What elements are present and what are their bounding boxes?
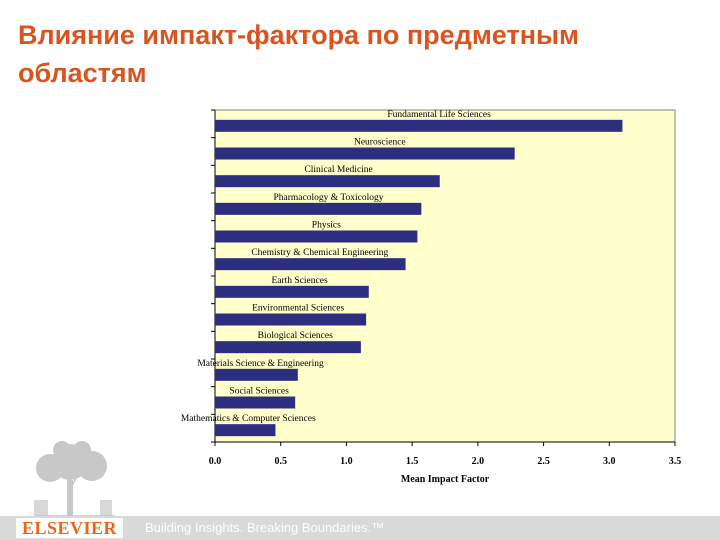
category-label: Materials Science & Engineering xyxy=(197,359,324,369)
category-label: Clinical Medicine xyxy=(304,165,372,175)
x-tick-label: 3.5 xyxy=(669,456,682,467)
footer-tagline: Building Insights. Breaking Boundaries.™ xyxy=(145,520,385,535)
bar xyxy=(215,119,623,132)
category-label: Environmental Sciences xyxy=(252,304,344,314)
bar xyxy=(215,396,296,409)
category-label: Neuroscience xyxy=(354,138,406,148)
bar xyxy=(215,230,418,243)
slide-title: Влияние импакт-фактора по предметным обл… xyxy=(18,20,580,88)
bar xyxy=(215,147,515,160)
bar xyxy=(215,368,298,381)
impact-factor-bar-chart: Fundamental Life Sciences Neuroscience Cli… xyxy=(181,109,682,485)
elsevier-tree-logo-icon xyxy=(34,441,114,518)
category-label: Biological Sciences xyxy=(258,331,333,341)
x-tick-label: 3.0 xyxy=(603,456,616,467)
category-label: Chemistry & Chemical Engineering xyxy=(251,248,388,258)
plot-area xyxy=(214,109,676,443)
bar xyxy=(215,424,276,437)
x-tick-label: 2.5 xyxy=(537,456,550,467)
bar xyxy=(215,341,361,354)
x-axis-label: Mean Impact Factor xyxy=(401,474,490,485)
elsevier-logo-text: ELSEVIER xyxy=(16,518,124,538)
x-tick-label: 1.5 xyxy=(406,456,419,467)
bar xyxy=(215,258,406,271)
category-label: Pharmacology & Toxicology xyxy=(273,193,383,203)
category-label: Earth Sciences xyxy=(271,276,327,286)
x-tick-label: 1.0 xyxy=(340,456,353,467)
bar xyxy=(215,313,367,326)
category-label: Fundamental Life Sciences xyxy=(387,109,491,120)
category-label: Mathematics & Computer Sciences xyxy=(181,414,316,424)
bar xyxy=(215,285,369,298)
x-tick-label: 0.5 xyxy=(274,456,287,467)
category-label: Physics xyxy=(312,221,341,231)
bar xyxy=(215,175,440,188)
category-label: Social Sciences xyxy=(229,387,289,397)
x-tick-label: 2.0 xyxy=(472,456,485,467)
x-tick-label: 0.0 xyxy=(209,456,222,467)
bar xyxy=(215,202,422,215)
